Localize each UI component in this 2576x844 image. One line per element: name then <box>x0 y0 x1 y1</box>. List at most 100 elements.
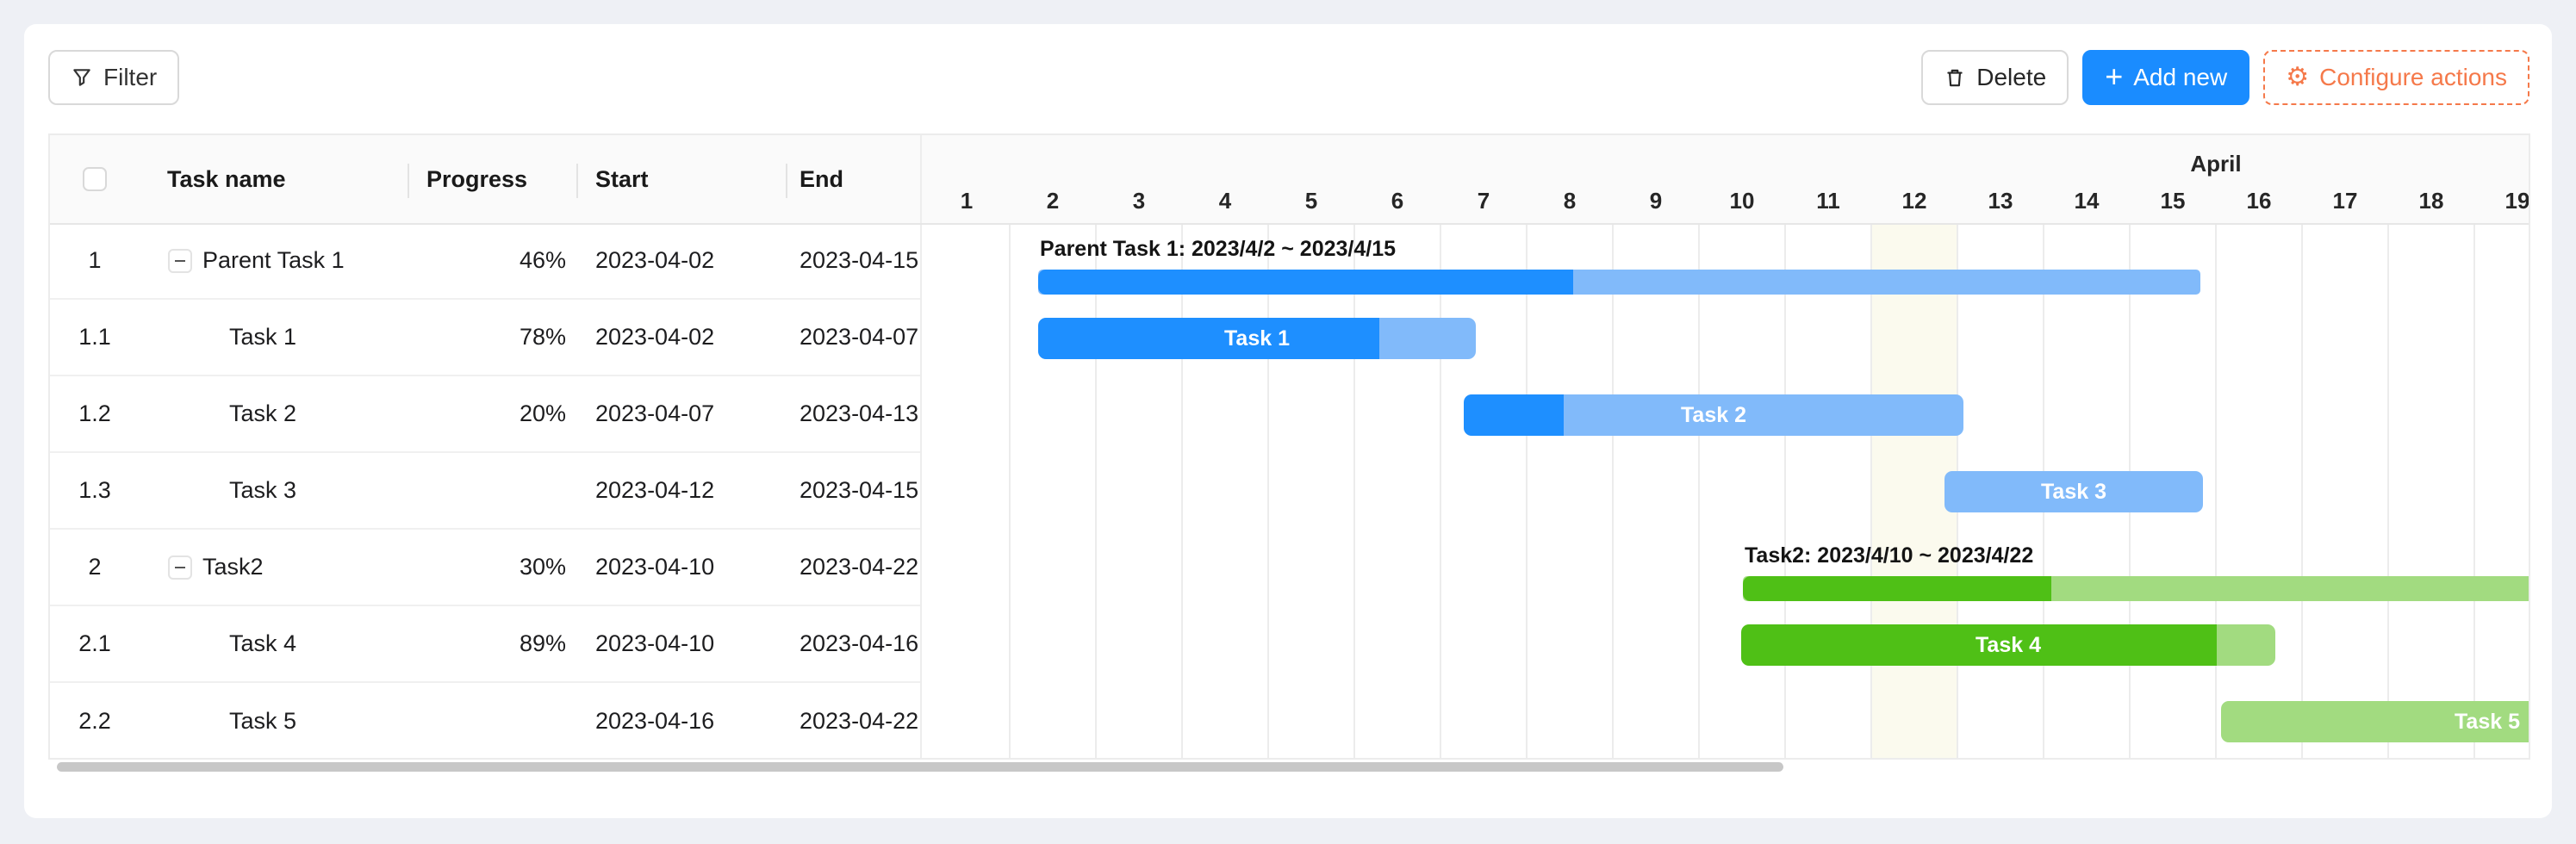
day-label: 18 <box>2418 187 2444 214</box>
taskbar-task-2[interactable]: Task 2 <box>1464 394 1963 436</box>
filter-icon <box>71 66 93 89</box>
taskbar-label: Task 3 <box>2041 479 2106 504</box>
taskbar-label: Task 4 <box>1976 632 2041 657</box>
trash-icon <box>1944 66 1966 89</box>
timeline-header: April 1 2 3 4 5 6 7 8 9 10 11 12 13 14 15 16 17 18 19 <box>922 135 2530 223</box>
table-row[interactable]: 1.3 Task 3 2023-04-12 2023-04-15 <box>50 453 920 530</box>
day-gridline <box>2473 223 2475 758</box>
configure-actions-button[interactable]: ⚙ Configure actions <box>2263 50 2529 105</box>
progress-cell: 20% <box>519 400 566 426</box>
row-number: 1.3 <box>78 477 111 503</box>
end-date-cell: 2023-04-15 <box>800 477 919 503</box>
taskbar-task2-2023-4-10-2023-4-22[interactable] <box>1743 576 2529 601</box>
progress-cell: 89% <box>519 630 566 656</box>
table-row[interactable]: 1.1 Task 1 78% 2023-04-02 2023-04-07 <box>50 300 920 376</box>
add-new-button[interactable]: + Add new <box>2082 50 2250 105</box>
taskbar-date-label: Task2: 2023/4/10 ~ 2023/4/22 <box>1745 543 2034 568</box>
table-row[interactable]: 2.2 Task 5 2023-04-16 2023-04-22 <box>50 683 920 758</box>
row-number: 1.2 <box>78 400 111 426</box>
plus-icon: + <box>2105 58 2124 94</box>
progress-cell: 78% <box>519 324 566 350</box>
taskbar-label: Task 2 <box>1681 402 1746 427</box>
collapse-toggle[interactable] <box>168 248 192 273</box>
header-checkbox-cell <box>50 167 140 191</box>
timeline-pane: April 1 2 3 4 5 6 7 8 9 10 11 12 13 14 15 16 17 18 19 Pare… <box>920 135 2530 758</box>
day-label: 4 <box>1218 187 1232 214</box>
gear-icon: ⚙ <box>2286 63 2310 91</box>
taskbar-task-3[interactable]: Task 3 <box>1944 471 2203 512</box>
table-row[interactable]: 2.1 Task 4 89% 2023-04-10 2023-04-16 <box>50 606 920 683</box>
day-label: 9 <box>1649 187 1663 214</box>
day-label: 19 <box>2504 187 2530 214</box>
start-date-cell: 2023-04-07 <box>595 400 715 426</box>
taskbar-progress-fill <box>1743 576 2051 601</box>
start-date-cell: 2023-04-16 <box>595 708 715 734</box>
day-label: 2 <box>1046 187 1060 214</box>
start-date-cell: 2023-04-12 <box>595 477 715 503</box>
end-date-cell: 2023-04-07 <box>800 324 919 350</box>
header-bottom-border <box>50 223 2529 225</box>
start-date-cell: 2023-04-10 <box>595 630 715 656</box>
header-divider <box>408 164 409 198</box>
marked-day-highlight <box>1871 223 1957 758</box>
select-all-checkbox[interactable] <box>83 167 107 191</box>
day-gridline <box>2387 223 2389 758</box>
header-end: End <box>800 165 843 192</box>
start-date-cell: 2023-04-10 <box>595 554 715 580</box>
task-name-cell: Task 3 <box>229 477 297 503</box>
taskbar-task-5[interactable] <box>2221 701 2529 742</box>
task-name-cell: Task 5 <box>229 708 297 734</box>
day-label: 13 <box>1988 187 2013 214</box>
day-label: 14 <box>2074 187 2100 214</box>
taskbar-label: Task 1 <box>1224 326 1290 351</box>
taskbar-progress-fill <box>1038 270 1573 295</box>
day-gridline <box>1784 223 1786 758</box>
end-date-cell: 2023-04-15 <box>800 247 919 273</box>
taskbar-progress-fill <box>1038 318 1380 359</box>
filter-button[interactable]: Filter <box>48 50 180 105</box>
table-body: 1 Parent Task 1 46% 2023-04-02 2023-04-1… <box>50 223 920 758</box>
taskbar-parent-task-1-2023-4-2-2023-4-15[interactable] <box>1038 270 2200 295</box>
collapse-toggle[interactable] <box>168 555 192 580</box>
add-new-button-label: Add new <box>2133 64 2228 90</box>
progress-cell: 46% <box>519 247 566 273</box>
taskbar-task-4[interactable]: Task 4 <box>1741 624 2275 666</box>
day-label: 6 <box>1391 187 1404 214</box>
end-date-cell: 2023-04-13 <box>800 400 919 426</box>
row-number: 2.1 <box>78 630 111 656</box>
day-gridline <box>1095 223 1097 758</box>
start-date-cell: 2023-04-02 <box>595 324 715 350</box>
end-date-cell: 2023-04-22 <box>800 554 919 580</box>
header-task-name: Task name <box>167 165 286 192</box>
delete-button[interactable]: Delete <box>1921 50 2069 105</box>
day-gridline <box>1009 223 1011 758</box>
day-label: 16 <box>2246 187 2272 214</box>
table-row[interactable]: 2 Task2 30% 2023-04-10 2023-04-22 <box>50 530 920 606</box>
day-label: 12 <box>1901 187 1927 214</box>
row-number: 1 <box>88 247 102 273</box>
day-gridline <box>1612 223 1614 758</box>
day-gridline <box>1353 223 1355 758</box>
day-label: 1 <box>960 187 974 214</box>
table-row[interactable]: 1 Parent Task 1 46% 2023-04-02 2023-04-1… <box>50 223 920 300</box>
delete-button-label: Delete <box>1976 64 2047 90</box>
day-gridline <box>2215 223 2217 758</box>
header-divider <box>786 164 787 198</box>
task-name-cell: Task 2 <box>229 400 297 426</box>
day-label: 15 <box>2160 187 2186 214</box>
task-name-cell: Task2 <box>140 554 409 580</box>
row-number: 2.2 <box>78 708 111 734</box>
configure-actions-label: Configure actions <box>2319 64 2507 90</box>
header-progress: Progress <box>426 165 528 192</box>
header-start: Start <box>595 165 649 192</box>
row-number: 1.1 <box>78 324 111 350</box>
progress-cell: 30% <box>519 554 566 580</box>
day-gridline <box>1526 223 1528 758</box>
table-row[interactable]: 1.2 Task 2 20% 2023-04-07 2023-04-13 <box>50 376 920 453</box>
month-label: April <box>2190 151 2242 177</box>
day-label: 7 <box>1477 187 1490 214</box>
gantt-card: Filter Delete + Add new ⚙ Configure acti… <box>24 24 2552 818</box>
taskbar-task-1[interactable]: Task 1 <box>1038 318 1476 359</box>
horizontal-scrollbar-thumb[interactable] <box>57 762 1783 772</box>
task-table-pane: Task name Progress Start End 1 Parent Ta… <box>50 135 920 758</box>
